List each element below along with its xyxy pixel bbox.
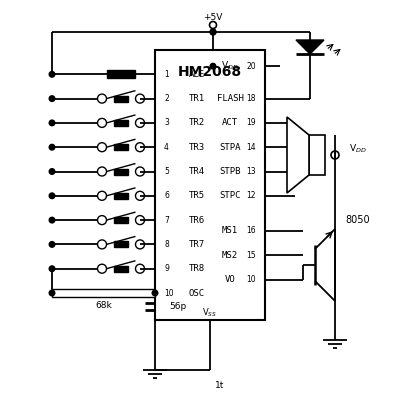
Polygon shape (296, 40, 324, 54)
Text: +5V: +5V (203, 13, 223, 23)
Circle shape (49, 193, 55, 199)
Text: 1t: 1t (215, 381, 224, 389)
Circle shape (49, 144, 55, 150)
Circle shape (49, 266, 55, 271)
Bar (114, 217, 128, 223)
Text: OSC: OSC (189, 289, 205, 297)
Bar (114, 96, 128, 102)
Text: 4: 4 (164, 143, 169, 152)
Text: TR4: TR4 (189, 167, 205, 176)
Bar (107, 70, 135, 78)
Circle shape (49, 71, 55, 77)
Text: 20: 20 (247, 62, 256, 71)
Text: 13: 13 (247, 167, 256, 176)
Text: V$_{DD}$: V$_{DD}$ (221, 60, 239, 72)
Text: 3: 3 (164, 118, 169, 127)
Polygon shape (287, 117, 309, 193)
Text: STPA: STPA (219, 143, 241, 152)
Text: TR7: TR7 (189, 240, 205, 249)
Text: 16: 16 (247, 226, 256, 235)
Text: 9: 9 (164, 264, 169, 273)
Text: TR1: TR1 (189, 94, 205, 103)
Text: STPB: STPB (219, 167, 241, 176)
Circle shape (49, 120, 55, 126)
Text: STPC: STPC (219, 191, 241, 200)
Text: 19: 19 (247, 118, 256, 127)
Text: 2: 2 (164, 94, 169, 103)
Circle shape (210, 63, 216, 69)
Text: TR2: TR2 (189, 118, 205, 127)
Circle shape (49, 290, 55, 296)
Circle shape (152, 290, 158, 296)
Text: ALE: ALE (189, 70, 205, 79)
Text: ACT: ACT (222, 118, 238, 127)
Circle shape (49, 217, 55, 223)
Text: FLASH: FLASH (217, 94, 244, 103)
Text: TR8: TR8 (189, 264, 205, 273)
Text: V$_{SS}$: V$_{SS}$ (202, 307, 218, 319)
Circle shape (49, 169, 55, 174)
Bar (155, 50, 265, 320)
Text: MS2: MS2 (222, 251, 238, 260)
Text: TR6: TR6 (189, 215, 205, 225)
Text: 56p: 56p (169, 302, 186, 311)
Text: 8050: 8050 (345, 215, 370, 225)
Bar (114, 168, 128, 174)
Text: TR3: TR3 (189, 143, 205, 152)
Text: VO: VO (225, 275, 235, 284)
Bar (114, 241, 128, 247)
Text: 8: 8 (164, 240, 169, 249)
Text: V$_{DD}$: V$_{DD}$ (349, 143, 367, 155)
Circle shape (49, 241, 55, 247)
Text: 18: 18 (247, 94, 256, 103)
Circle shape (210, 29, 216, 35)
Bar (114, 144, 128, 150)
Text: 12: 12 (247, 191, 256, 200)
Bar (114, 266, 128, 272)
Text: 1: 1 (164, 70, 169, 79)
Circle shape (49, 96, 55, 101)
Text: 5: 5 (164, 167, 169, 176)
Text: 6: 6 (164, 191, 169, 200)
Bar (52, 289, 155, 297)
Bar (309, 135, 325, 175)
Text: 14: 14 (247, 143, 256, 152)
Bar (114, 120, 128, 126)
Text: 7: 7 (164, 215, 169, 225)
Text: MS1: MS1 (222, 226, 238, 235)
Text: 10: 10 (247, 275, 256, 284)
Text: HM2068: HM2068 (178, 65, 242, 79)
Text: 68k: 68k (95, 302, 112, 310)
Text: TR5: TR5 (189, 191, 205, 200)
Bar (114, 193, 128, 199)
Text: 15: 15 (247, 251, 256, 260)
Text: 10: 10 (164, 289, 173, 297)
